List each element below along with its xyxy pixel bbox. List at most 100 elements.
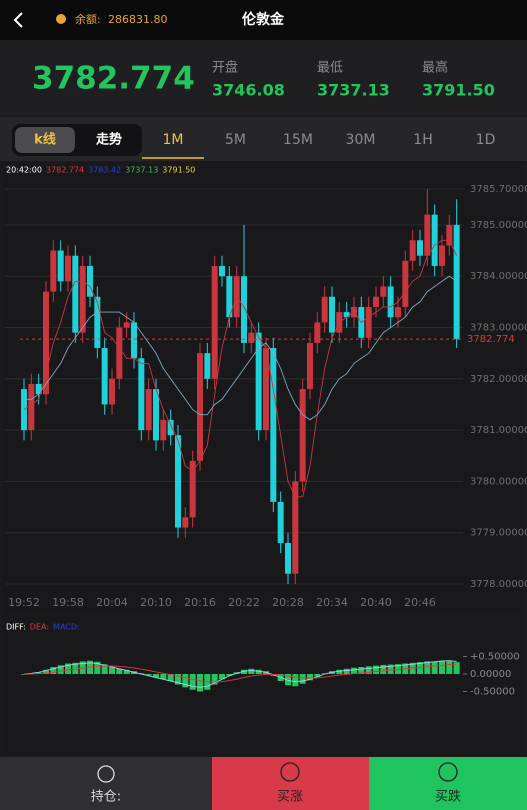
period-tab[interactable]: 1D [476,132,496,148]
candle-body [292,481,299,574]
candle-body [72,255,79,333]
macd-bar [94,661,101,674]
y-tick-label: 3778.00000 [470,579,527,590]
candle-body [138,358,145,431]
candle-body [438,245,445,266]
y-tick-label: 3783.00000 [470,323,527,334]
legend-entry: 3782.774 [46,166,84,175]
position-label: 持仓: [91,790,121,805]
candle-body [409,240,416,261]
macd-bar [314,674,321,677]
candle-body [284,542,291,574]
macd-bar [284,674,291,686]
candle-body [394,306,401,318]
candle-body [189,460,196,518]
period-tab[interactable]: 5M [225,132,246,148]
candle-body [204,353,211,379]
indicator-line [24,275,457,421]
candle-body [424,214,431,256]
candle-body [152,389,159,441]
candle-body [372,296,379,307]
title: 伦敦金 [242,11,285,28]
buy-down-button[interactable] [369,757,527,810]
candle-body [123,322,130,328]
buy-up-button[interactable] [212,757,369,810]
macd-bar [438,660,445,674]
candle-body [328,296,335,333]
mode-tab[interactable]: k线 [34,132,56,148]
candle-body [167,419,174,436]
macd-bar [145,674,152,676]
indicator-line [23,660,457,688]
indicator-line [24,663,457,683]
candle-body [160,419,167,441]
macd-bar [123,669,130,674]
buy-up-label: 买涨 [277,790,303,805]
macd-bar [182,674,189,688]
legend-entry: 3783.42 [88,166,121,175]
mode-tab-bg [15,127,75,153]
legend-entry: 3791.50 [162,166,195,175]
candle-body [387,286,394,318]
y-tick-label: 3782.00000 [470,374,527,385]
legend-entry: 3737.13 [125,166,158,175]
y-tick-label: 3781.00000 [470,425,527,436]
buy-down-icon [438,762,458,782]
period-tab[interactable]: 1H [413,132,432,148]
candle-body [57,250,64,282]
macd-bar [226,674,233,676]
x-tick-label: 20:34 [316,596,348,609]
stat-label: 最高 [422,60,448,76]
back-button[interactable] [13,12,23,28]
macd-bar [174,674,181,685]
candle-body [35,383,42,395]
macd-bar [160,674,167,680]
macd-bar [116,668,123,674]
macd-bar [101,664,108,674]
legend-entry: 20:42:00 [6,166,42,175]
candle-body [365,306,372,338]
candle-body [94,296,101,349]
candle-body [446,224,453,246]
candle-body [314,322,321,343]
macd-bar [248,668,255,674]
candle-body [277,501,284,543]
candle-body [50,250,57,292]
stat-value: 3791.50 [422,81,495,100]
macd-bar [196,674,203,692]
candle-body [402,260,409,307]
indicator-line [23,239,458,498]
macd-bar [64,663,71,674]
mode-tab[interactable]: 走势 [96,132,122,148]
candle-body [196,353,203,461]
legend-entry: DEA: [30,623,49,632]
period-tab[interactable]: 1M [163,132,184,148]
candle-body [79,265,86,333]
candle-body [306,342,313,390]
macd-bar [292,674,299,687]
candle-body [431,214,438,266]
candle-body [416,240,423,256]
macd-bar [42,669,49,674]
macd-bar [299,674,306,684]
y-tick-label: 0.00000 [470,669,511,680]
candle-body [108,378,115,405]
x-tick-label: 20:40 [360,596,392,609]
x-tick-label: 20:10 [140,596,172,609]
top-bar [0,0,527,40]
x-tick-label: 20:46 [404,596,436,609]
stat-label: 开盘 [212,60,238,76]
candle-body [182,517,189,528]
candle-body [174,435,181,528]
macd-bar [108,667,115,674]
candle-body [218,265,225,277]
candle-body [343,312,350,318]
balance-icon [56,14,66,24]
y-tick-label: 3785.70000 [470,184,527,195]
macd-area [3,616,523,756]
period-tab[interactable]: 15M [283,132,313,148]
macd-bar [387,664,394,674]
x-tick-label: 20:28 [272,596,304,609]
period-tab[interactable]: 30M [346,132,376,148]
